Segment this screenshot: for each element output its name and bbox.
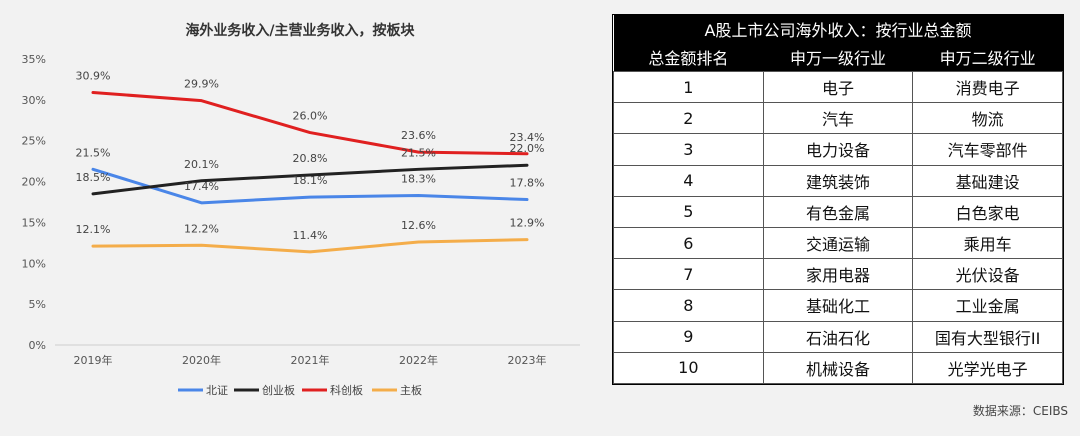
rank-cell: 2 [613,102,764,135]
data-label: 18.5% [76,171,111,184]
y-tick-label: 5% [29,298,46,311]
table-row: 4 建筑装饰 基础建设 [613,164,1063,197]
sw-level2-cell: 国有大型银行II [912,320,1063,353]
sw-level1-cell: 建筑装饰 [762,164,914,197]
rank-cell: 5 [613,195,764,228]
sw-level2-cell: 工业金属 [912,289,1063,322]
sw-level2-cell: 光学光电子 [912,351,1063,384]
rank-cell: 10 [613,351,764,384]
sw-level2-cell: 白色家电 [912,195,1063,228]
sw-level2-cell: 汽车零部件 [912,133,1063,166]
y-tick-label: 35% [22,53,46,66]
x-tick-label: 2020年 [182,353,221,367]
sw-level1-cell: 有色金属 [762,195,914,228]
header-sw-level1: 申万一级行业 [763,43,913,72]
table-row: 6 交通运输 乘用车 [613,226,1063,260]
rank-cell: 3 [613,133,764,166]
legend-label: 科创板 [330,383,363,397]
sw-level1-cell: 石油石化 [762,320,914,353]
data-label: 23.6% [401,129,436,142]
header-sw-level2: 申万二级行业 [912,43,1063,72]
table-body: 1 电子 消费电子 2 汽车 物流 3 电力设备 汽车零部件 4 建筑装饰 基础建设 5 有色金属 白色家电… [613,70,1063,384]
sw-level2-cell: 基础建设 [912,164,1063,197]
sw-level2-cell: 乘用车 [912,226,1063,260]
table-title: A股上市公司海外收入：按行业总金额 [613,15,1063,43]
table-row: 7 家用电器 光伏设备 [613,258,1063,291]
line-chart-panel: 海外业务收入/主营业务收入，按板块 35% 30% 25% 20% 15% 10% 5% 0% 2… [22,22,580,397]
data-label: 12.6% [401,219,436,232]
sw-level2-cell: 光伏设备 [912,258,1063,291]
rank-cell: 8 [613,289,764,322]
table-row: 8 基础化工 工业金属 [613,289,1063,322]
table-row: 3 电力设备 汽车零部件 [613,133,1063,166]
sw-level1-cell: 交通运输 [762,226,914,260]
legend-label: 创业板 [262,383,295,397]
rank-cell: 9 [613,320,764,353]
data-label: 18.3% [401,172,436,185]
data-label: 17.8% [510,177,545,190]
data-label: 12.9% [510,217,545,230]
table-row: 9 石油石化 国有大型银行II [613,320,1063,353]
x-tick-label: 2023年 [508,353,547,367]
data-label: 30.9% [76,70,111,83]
rank-cell: 4 [613,164,764,197]
data-label: 20.8% [293,152,328,165]
table-row: 5 有色金属 白色家电 [613,195,1063,228]
data-label: 18.1% [293,174,328,187]
header-rank: 总金额排名 [613,43,764,72]
data-label: 21.5% [401,146,436,159]
series-line-2 [91,91,529,156]
table-row: 2 汽车 物流 [613,102,1063,135]
sw-level1-cell: 电力设备 [762,133,914,166]
y-tick-label: 15% [22,216,46,229]
sw-level2-cell: 物流 [912,102,1063,135]
y-tick-label: 30% [22,94,46,107]
data-label: 21.5% [76,146,111,159]
sw-level1-cell: 基础化工 [762,289,914,322]
y-tick-label: 25% [22,135,46,148]
table-row: 10 机械设备 光学光电子 [613,351,1063,384]
rank-cell: 6 [613,226,764,260]
line-chart: 海外业务收入/主营业务收入，按板块 35% 30% 25% 20% 15% 10% 5% 0% 2… [22,22,580,397]
data-label: 20.1% [184,158,219,171]
data-label: 11.4% [293,229,328,242]
data-label: 29.9% [184,78,219,91]
data-label: 26.0% [293,110,328,123]
table-row: 1 电子 消费电子 [613,70,1063,104]
data-label: 23.4% [510,131,545,144]
legend-label: 主板 [400,383,422,397]
series-line-0 [91,167,529,205]
legend-label: 北证 [206,384,228,397]
data-label: 12.1% [76,223,111,236]
y-tick-label: 0% [29,339,46,352]
rank-cell: 7 [613,258,764,291]
source-note: 数据来源：CEIBS [972,404,1068,418]
sw-level1-cell: 电子 [762,70,914,104]
y-tick-label: 10% [22,257,46,270]
data-label: 17.4% [184,180,219,193]
sw-level2-cell: 消费电子 [912,70,1063,104]
x-tick-label: 2021年 [291,353,330,367]
sw-level1-cell: 家用电器 [762,258,914,291]
sw-level1-cell: 机械设备 [762,351,914,384]
series-line-3 [91,238,529,254]
series-line-1 [91,163,529,196]
sw-level1-cell: 汽车 [762,102,914,135]
data-label: 12.2% [184,222,219,235]
rank-cell: 1 [613,70,764,104]
x-tick-label: 2022年 [399,353,438,367]
data-label: 22.0% [510,142,545,155]
chart-title: 海外业务收入/主营业务收入，按板块 [185,22,415,39]
x-tick-label: 2019年 [74,353,113,367]
y-tick-label: 20% [22,176,46,189]
